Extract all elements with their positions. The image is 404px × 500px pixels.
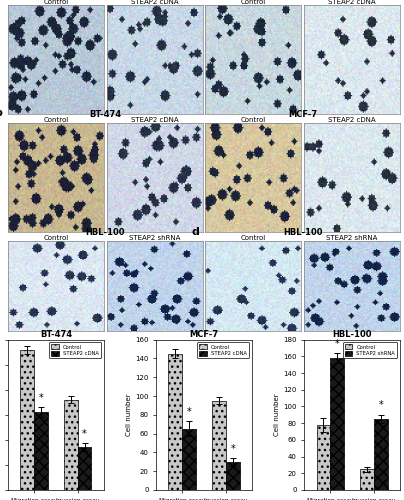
Text: HBL-100: HBL-100 xyxy=(86,228,125,237)
Title: Control: Control xyxy=(43,116,69,122)
Text: HBL-100: HBL-100 xyxy=(283,228,322,237)
Title: Control: Control xyxy=(241,0,266,4)
Bar xyxy=(34,412,48,490)
Title: STEAP2 cDNA: STEAP2 cDNA xyxy=(131,116,179,122)
Title: Control: Control xyxy=(241,116,266,122)
Title: Control: Control xyxy=(43,235,69,241)
Bar xyxy=(168,354,182,490)
Text: BT-474: BT-474 xyxy=(89,0,121,1)
Title: STEAP2 cDNA: STEAP2 cDNA xyxy=(328,0,376,4)
Title: Control: Control xyxy=(241,235,266,241)
Legend: Control, STEAP2 shRNA: Control, STEAP2 shRNA xyxy=(343,342,397,358)
Text: MCF-7: MCF-7 xyxy=(288,110,317,119)
Bar xyxy=(330,358,344,490)
Text: *: * xyxy=(335,338,340,348)
Bar xyxy=(78,448,91,490)
Text: BT-474: BT-474 xyxy=(89,110,121,119)
Bar xyxy=(182,429,196,490)
Text: *: * xyxy=(82,429,87,439)
Bar xyxy=(226,462,240,490)
Text: MCF-7: MCF-7 xyxy=(288,0,317,1)
Y-axis label: Cell number: Cell number xyxy=(126,394,133,436)
Text: *: * xyxy=(230,444,235,454)
Title: BT-474: BT-474 xyxy=(40,330,72,339)
Title: MCF-7: MCF-7 xyxy=(189,330,219,339)
Text: d: d xyxy=(191,226,199,236)
Text: b: b xyxy=(0,108,2,118)
Text: *: * xyxy=(379,400,383,410)
Title: STEAP2 shRNA: STEAP2 shRNA xyxy=(129,235,180,241)
Bar xyxy=(317,425,330,490)
Y-axis label: Cell number: Cell number xyxy=(274,394,280,436)
Bar xyxy=(64,400,78,490)
Bar xyxy=(20,350,34,490)
Bar xyxy=(374,419,388,490)
Title: STEAP2 cDNA: STEAP2 cDNA xyxy=(131,0,179,4)
Legend: Control, STEAP2 cDNA: Control, STEAP2 cDNA xyxy=(197,342,249,358)
Bar xyxy=(212,400,226,490)
Legend: Control, STEAP2 cDNA: Control, STEAP2 cDNA xyxy=(49,342,101,358)
Title: STEAP2 cDNA: STEAP2 cDNA xyxy=(328,116,376,122)
Text: *: * xyxy=(39,393,44,403)
Text: *: * xyxy=(187,407,191,417)
Bar xyxy=(360,469,374,490)
Title: HBL-100: HBL-100 xyxy=(332,330,372,339)
Title: STEAP2 shRNA: STEAP2 shRNA xyxy=(326,235,378,241)
Title: Control: Control xyxy=(43,0,69,4)
